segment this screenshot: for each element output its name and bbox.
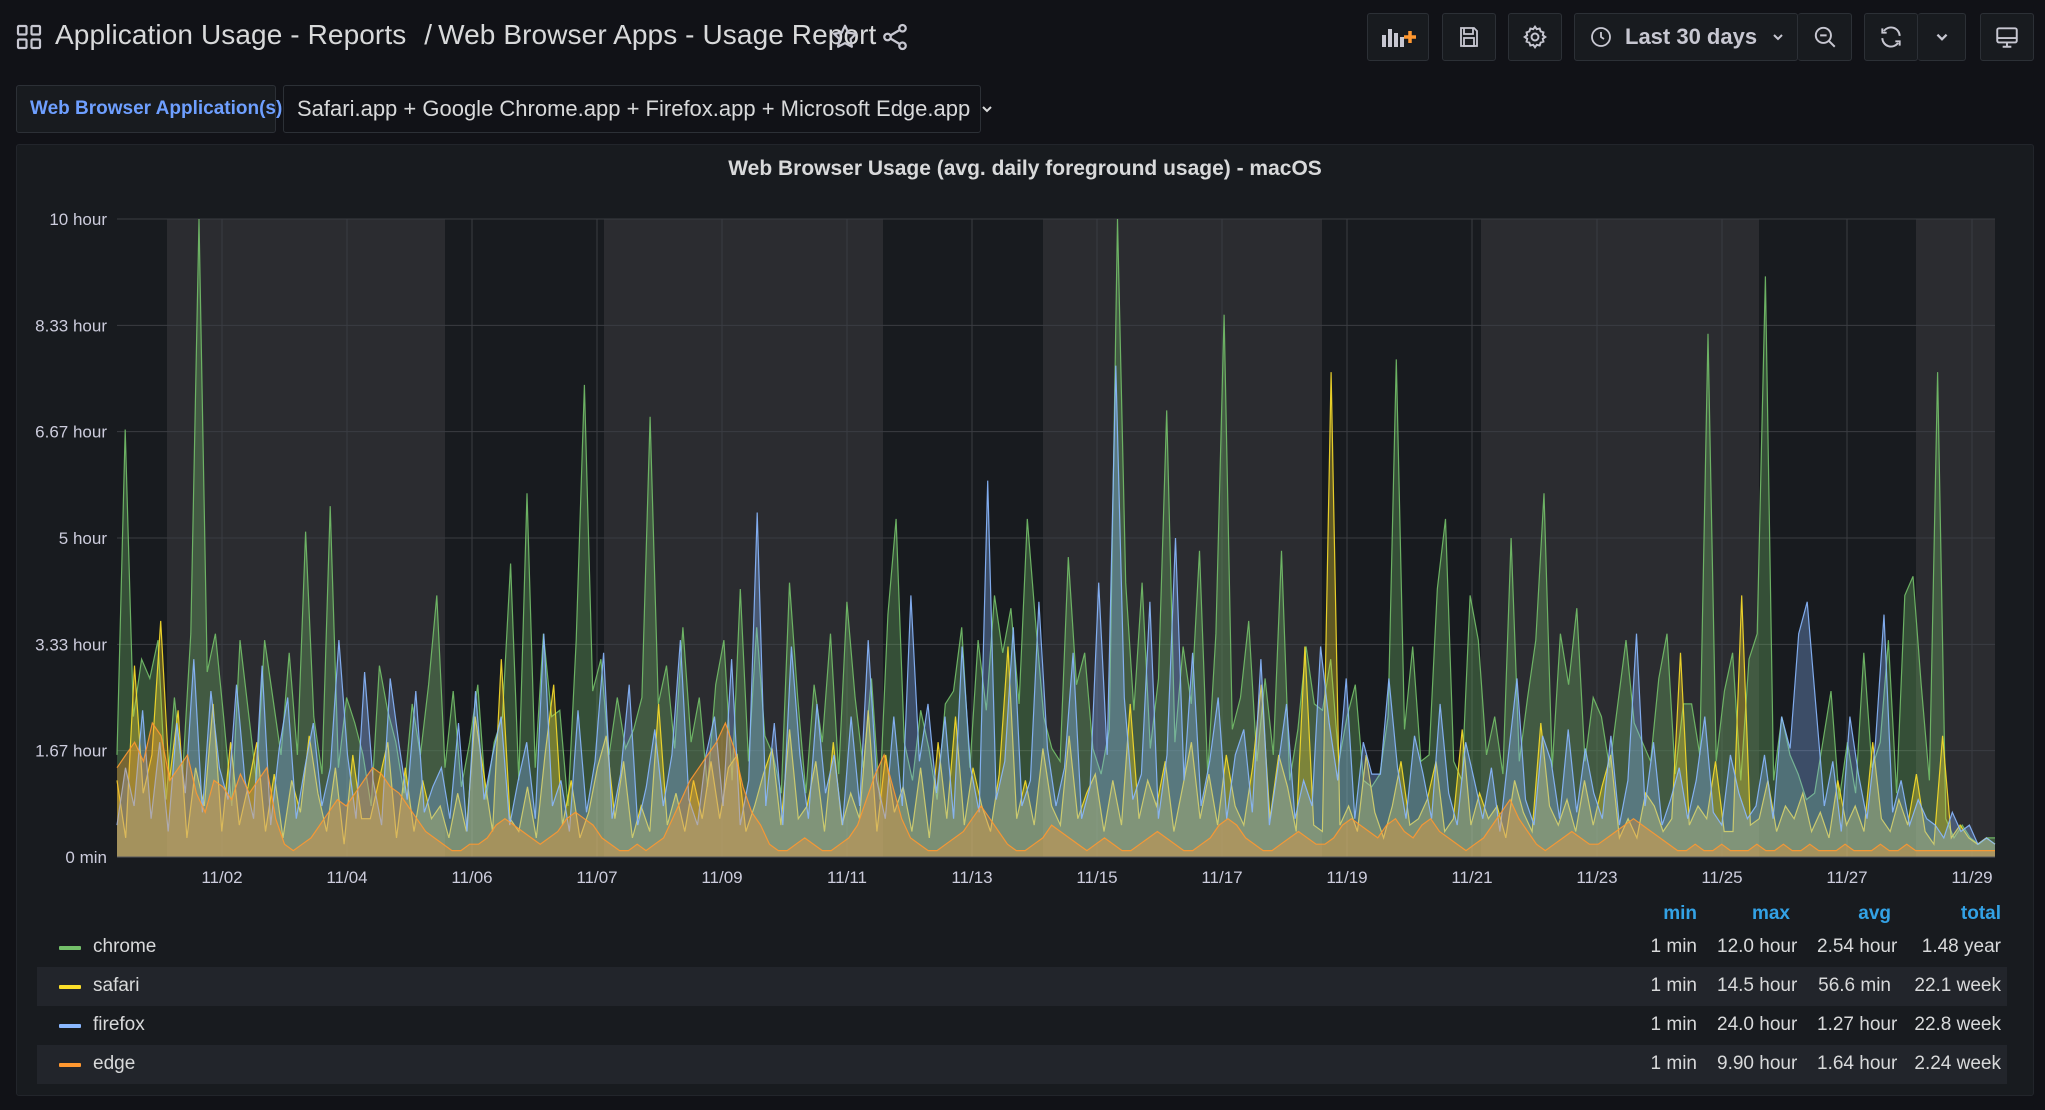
chevron-down-icon bbox=[1934, 29, 1950, 45]
legend-total: 1.48 year bbox=[1921, 936, 2001, 957]
x-tick-label: 11/15 bbox=[1076, 868, 1117, 885]
settings-icon bbox=[1522, 24, 1548, 50]
zoom-out-icon bbox=[1812, 24, 1838, 50]
legend-min: 1 min bbox=[1650, 1014, 1697, 1035]
y-tick-label: 1.67 hour bbox=[35, 742, 107, 761]
chevron-down-icon bbox=[980, 96, 994, 122]
x-tick-label: 11/13 bbox=[951, 868, 992, 885]
x-tick-label: 11/07 bbox=[576, 868, 617, 885]
legend-col-total[interactable]: total bbox=[1960, 903, 2001, 924]
panel-title[interactable]: Web Browser Usage (avg. daily foreground… bbox=[728, 157, 1322, 180]
legend-max: 14.5 hour bbox=[1717, 975, 1798, 996]
legend-series-name[interactable]: chrome bbox=[93, 936, 157, 957]
legend-series-name[interactable]: firefox bbox=[93, 1014, 145, 1035]
time-picker-button[interactable]: Last 30 days bbox=[1574, 13, 1798, 61]
dashboard-settings-button[interactable] bbox=[1508, 13, 1562, 61]
legend-avg: 56.6 min bbox=[1818, 975, 1891, 996]
legend-col-max[interactable]: max bbox=[1751, 903, 1790, 924]
breadcrumb-separator: / bbox=[424, 19, 433, 50]
variable-label: Web Browser Application(s): bbox=[16, 85, 289, 133]
y-tick-label: 10 hour bbox=[49, 210, 107, 229]
x-tick-label: 11/02 bbox=[201, 868, 242, 885]
refresh-button[interactable] bbox=[1864, 13, 1918, 61]
legend-min: 1 min bbox=[1650, 1053, 1697, 1074]
legend-swatch bbox=[59, 985, 81, 989]
x-tick-label: 11/09 bbox=[701, 868, 742, 885]
y-tick-label: 8.33 hour bbox=[35, 316, 107, 335]
save-dashboard-button[interactable] bbox=[1442, 13, 1496, 61]
legend-total: 22.8 week bbox=[1914, 1014, 2001, 1035]
x-tick-label: 11/19 bbox=[1326, 868, 1367, 885]
x-tick-label: 11/11 bbox=[827, 868, 867, 885]
series-line-firefox bbox=[116, 365, 1996, 846]
series-line-chrome bbox=[116, 218, 1995, 845]
legend-row-firefox[interactable]: firefox 1 min 24.0 hour 1.27 hour 22.8 w… bbox=[37, 1006, 2007, 1045]
clock-icon bbox=[1589, 25, 1613, 49]
star-icon[interactable] bbox=[830, 22, 860, 52]
legend-row-chrome[interactable]: chrome 1 min 12.0 hour 2.54 hour 1.48 ye… bbox=[37, 928, 2007, 967]
y-tick-label: 0 min bbox=[65, 848, 107, 867]
apps-icon[interactable] bbox=[16, 24, 42, 50]
share-icon[interactable] bbox=[880, 22, 910, 52]
legend-avg: 1.27 hour bbox=[1817, 1014, 1898, 1035]
legend-avg: 2.54 hour bbox=[1817, 936, 1898, 957]
x-tick-label: 11/04 bbox=[326, 868, 367, 885]
legend-min: 1 min bbox=[1650, 936, 1697, 957]
dashboard-navbar: Application Usage - Reports / Web Browser… bbox=[0, 0, 2045, 72]
zoom-out-button[interactable] bbox=[1798, 13, 1852, 61]
tv-mode-icon bbox=[1994, 24, 2020, 50]
legend-row-edge[interactable]: edge 1 min 9.90 hour 1.64 hour 2.24 week bbox=[37, 1045, 2007, 1084]
legend-total: 2.24 week bbox=[1914, 1053, 2001, 1074]
save-icon bbox=[1457, 25, 1481, 49]
breadcrumb-dashboard[interactable]: Web Browser Apps - Usage Report bbox=[438, 19, 877, 50]
series-area-firefox bbox=[117, 365, 1995, 857]
refresh-interval-button[interactable] bbox=[1918, 13, 1966, 61]
usage-area-chart: 0 min 1.67 hour 3.33 hour 5 hour 6.67 hour 8.… bbox=[35, 210, 1996, 885]
chevron-down-icon bbox=[1771, 30, 1785, 44]
y-tick-label: 6.67 hour bbox=[35, 423, 107, 442]
legend-total: 22.1 week bbox=[1914, 975, 2001, 996]
y-tick-label: 3.33 hour bbox=[35, 635, 107, 654]
variable-value: Safari.app + Google Chrome.app + Firefox… bbox=[297, 96, 971, 121]
legend-col-avg[interactable]: avg bbox=[1858, 903, 1891, 924]
series-area-edge bbox=[117, 723, 1995, 857]
add-panel-button[interactable] bbox=[1367, 13, 1429, 61]
legend-swatch bbox=[59, 1024, 81, 1028]
x-tick-label: 11/27 bbox=[1826, 868, 1867, 885]
time-range-label: Last 30 days bbox=[1625, 24, 1758, 49]
legend-max: 12.0 hour bbox=[1717, 936, 1798, 957]
breadcrumb: Application Usage - Reports / Web Browser… bbox=[55, 19, 876, 51]
x-tick-label: 11/29 bbox=[1951, 868, 1992, 885]
series-line-safari bbox=[116, 372, 1996, 846]
legend-series-name[interactable]: safari bbox=[93, 975, 140, 996]
legend-swatch bbox=[59, 946, 81, 950]
add-panel-icon bbox=[1380, 25, 1416, 49]
legend-avg: 1.64 hour bbox=[1817, 1053, 1898, 1074]
y-tick-label: 5 hour bbox=[59, 529, 108, 548]
x-tick-label: 11/21 bbox=[1451, 868, 1492, 885]
tv-mode-button[interactable] bbox=[1980, 13, 2034, 61]
series-area-chrome bbox=[117, 219, 1995, 857]
legend-min: 1 min bbox=[1650, 975, 1697, 996]
breadcrumb-folder[interactable]: Application Usage - Reports bbox=[55, 19, 407, 50]
legend-max: 9.90 hour bbox=[1717, 1053, 1798, 1074]
browser-usage-panel: Web Browser Usage (avg. daily foreground… bbox=[16, 144, 2034, 1096]
legend-max: 24.0 hour bbox=[1717, 1014, 1798, 1035]
legend-series-name[interactable]: edge bbox=[93, 1053, 136, 1074]
x-tick-label: 11/23 bbox=[1576, 868, 1617, 885]
refresh-icon bbox=[1878, 24, 1904, 50]
legend-row-safari[interactable]: safari 1 min 14.5 hour 56.6 min 22.1 wee… bbox=[37, 967, 2007, 1006]
x-tick-label: 11/17 bbox=[1201, 868, 1242, 885]
x-tick-label: 11/25 bbox=[1701, 868, 1742, 885]
browser-app-variable-select[interactable]: Safari.app + Google Chrome.app + Firefox… bbox=[283, 85, 992, 133]
legend-col-min[interactable]: min bbox=[1663, 903, 1697, 924]
x-tick-label: 11/06 bbox=[451, 868, 492, 885]
series-line-edge bbox=[116, 721, 1995, 852]
series-area-safari bbox=[117, 372, 1995, 857]
legend-swatch bbox=[59, 1063, 81, 1067]
